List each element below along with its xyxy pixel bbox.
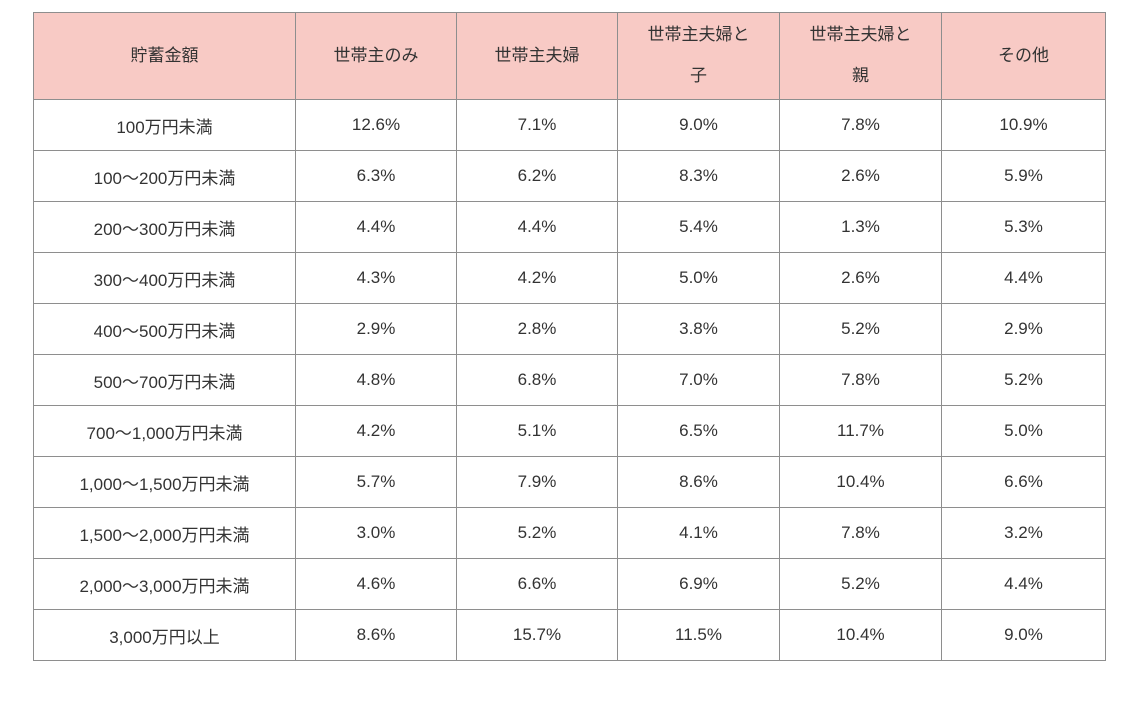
cell-value: 4.6% <box>295 558 457 610</box>
cell-value: 11.5% <box>617 609 780 661</box>
cell-value: 12.6% <box>295 99 457 151</box>
table-row: 400〜500万円未満 2.9% 2.8% 3.8% 5.2% 2.9% <box>33 303 1106 355</box>
cell-value: 5.7% <box>295 456 457 508</box>
cell-value: 4.3% <box>295 252 457 304</box>
cell-value: 2.9% <box>941 303 1106 355</box>
cell-value: 3.2% <box>941 507 1106 559</box>
cell-value: 5.2% <box>456 507 618 559</box>
cell-value: 3.8% <box>617 303 780 355</box>
row-label: 100万円未満 <box>33 99 296 151</box>
cell-value: 4.8% <box>295 354 457 406</box>
table-row: 100〜200万円未満 6.3% 6.2% 8.3% 2.6% 5.9% <box>33 150 1106 202</box>
cell-value: 7.1% <box>456 99 618 151</box>
cell-value: 2.9% <box>295 303 457 355</box>
cell-value: 5.4% <box>617 201 780 253</box>
cell-value: 6.2% <box>456 150 618 202</box>
table-row: 2,000〜3,000万円未満 4.6% 6.6% 6.9% 5.2% 4.4% <box>33 558 1106 610</box>
cell-value: 8.3% <box>617 150 780 202</box>
cell-value: 10.4% <box>779 456 942 508</box>
cell-value: 10.9% <box>941 99 1106 151</box>
cell-value: 8.6% <box>617 456 780 508</box>
row-label: 700〜1,000万円未満 <box>33 405 296 457</box>
cell-value: 5.2% <box>779 558 942 610</box>
cell-value: 6.8% <box>456 354 618 406</box>
cell-value: 4.1% <box>617 507 780 559</box>
table-row: 3,000万円以上 8.6% 15.7% 11.5% 10.4% 9.0% <box>33 609 1106 661</box>
header-couple-with-parent: 世帯主夫婦と 親 <box>779 12 942 100</box>
cell-value: 5.2% <box>779 303 942 355</box>
cell-value: 5.3% <box>941 201 1106 253</box>
table-row: 100万円未満 12.6% 7.1% 9.0% 7.8% 10.9% <box>33 99 1106 151</box>
cell-value: 9.0% <box>941 609 1106 661</box>
cell-value: 1.3% <box>779 201 942 253</box>
cell-value: 9.0% <box>617 99 780 151</box>
cell-value: 4.4% <box>295 201 457 253</box>
table-row: 200〜300万円未満 4.4% 4.4% 5.4% 1.3% 5.3% <box>33 201 1106 253</box>
cell-value: 5.9% <box>941 150 1106 202</box>
cell-value: 7.8% <box>779 99 942 151</box>
cell-value: 5.0% <box>617 252 780 304</box>
cell-value: 10.4% <box>779 609 942 661</box>
table-row: 1,500〜2,000万円未満 3.0% 5.2% 4.1% 7.8% 3.2% <box>33 507 1106 559</box>
cell-value: 15.7% <box>456 609 618 661</box>
cell-value: 4.4% <box>941 558 1106 610</box>
header-row: 貯蓄金額 世帯主のみ 世帯主夫婦 世帯主夫婦と 子 世帯主夫婦と 親 その他 <box>33 12 1106 100</box>
cell-value: 5.2% <box>941 354 1106 406</box>
table-row: 1,000〜1,500万円未満 5.7% 7.9% 8.6% 10.4% 6.6% <box>33 456 1106 508</box>
row-label: 1,000〜1,500万円未満 <box>33 456 296 508</box>
cell-value: 7.8% <box>779 354 942 406</box>
cell-value: 4.2% <box>456 252 618 304</box>
cell-value: 4.4% <box>456 201 618 253</box>
cell-value: 2.6% <box>779 150 942 202</box>
cell-value: 6.9% <box>617 558 780 610</box>
cell-value: 7.9% <box>456 456 618 508</box>
row-label: 500〜700万円未満 <box>33 354 296 406</box>
cell-value: 3.0% <box>295 507 457 559</box>
cell-value: 4.2% <box>295 405 457 457</box>
cell-value: 6.5% <box>617 405 780 457</box>
table-row: 300〜400万円未満 4.3% 4.2% 5.0% 2.6% 4.4% <box>33 252 1106 304</box>
cell-value: 4.4% <box>941 252 1106 304</box>
row-label: 2,000〜3,000万円未満 <box>33 558 296 610</box>
row-label: 300〜400万円未満 <box>33 252 296 304</box>
header-household-head-couple: 世帯主夫婦 <box>456 12 618 100</box>
cell-value: 5.1% <box>456 405 618 457</box>
cell-value: 7.8% <box>779 507 942 559</box>
row-label: 3,000万円以上 <box>33 609 296 661</box>
cell-value: 7.0% <box>617 354 780 406</box>
cell-value: 6.6% <box>456 558 618 610</box>
cell-value: 2.8% <box>456 303 618 355</box>
cell-value: 11.7% <box>779 405 942 457</box>
header-other: その他 <box>941 12 1106 100</box>
table-row: 700〜1,000万円未満 4.2% 5.1% 6.5% 11.7% 5.0% <box>33 405 1106 457</box>
row-label: 400〜500万円未満 <box>33 303 296 355</box>
cell-value: 6.3% <box>295 150 457 202</box>
table-row: 500〜700万円未満 4.8% 6.8% 7.0% 7.8% 5.2% <box>33 354 1106 406</box>
table-header: 貯蓄金額 世帯主のみ 世帯主夫婦 世帯主夫婦と 子 世帯主夫婦と 親 その他 <box>33 12 1106 100</box>
header-couple-with-child: 世帯主夫婦と 子 <box>617 12 780 100</box>
header-savings-amount: 貯蓄金額 <box>33 12 296 100</box>
savings-by-household-table: 貯蓄金額 世帯主のみ 世帯主夫婦 世帯主夫婦と 子 世帯主夫婦と 親 その他 1… <box>33 12 1106 661</box>
cell-value: 5.0% <box>941 405 1106 457</box>
cell-value: 2.6% <box>779 252 942 304</box>
row-label: 100〜200万円未満 <box>33 150 296 202</box>
cell-value: 6.6% <box>941 456 1106 508</box>
table-body: 100万円未満 12.6% 7.1% 9.0% 7.8% 10.9% 100〜200万円未満… <box>33 99 1106 661</box>
row-label: 200〜300万円未満 <box>33 201 296 253</box>
header-household-head-only: 世帯主のみ <box>295 12 457 100</box>
cell-value: 8.6% <box>295 609 457 661</box>
row-label: 1,500〜2,000万円未満 <box>33 507 296 559</box>
